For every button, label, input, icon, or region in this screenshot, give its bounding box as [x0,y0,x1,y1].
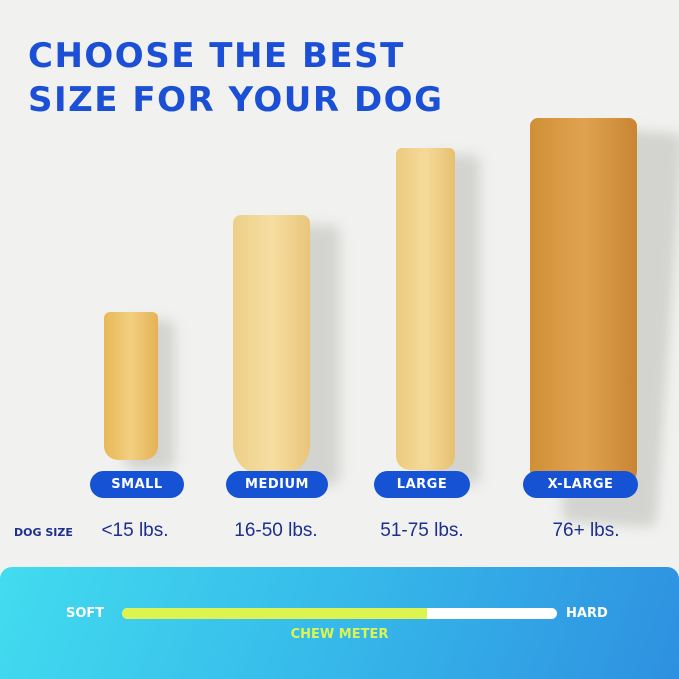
weight-xlarge: 76+ lbs. [552,520,620,541]
page-title: CHOOSE THE BEST SIZE FOR YOUR DOG [28,34,443,122]
size-badge-small: SMALL [90,471,184,498]
title-line-1: CHOOSE THE BEST [28,36,405,76]
soft-label: SOFT [66,606,105,621]
weight-small: <15 lbs. [101,520,169,541]
title-line-2: SIZE FOR YOUR DOG [28,80,444,120]
weight-large: 51-75 lbs. [380,520,464,541]
dog-size-label: DOG SIZE [14,526,73,539]
size-badge-large: LARGE [374,471,470,498]
medium-chew-image [233,215,310,475]
weight-medium: 16-50 lbs. [234,520,318,541]
chew-meter-bar [122,608,557,619]
hard-label: HARD [566,606,608,621]
size-badge-xlarge: X-LARGE [523,471,638,498]
small-chew-image [104,312,158,460]
chew-meter-panel: SOFT HARD CHEW METER [0,567,679,679]
chew-meter-label: CHEW METER [290,627,389,642]
size-badge-medium: MEDIUM [226,471,328,498]
chew-meter-fill [122,608,427,619]
large-chew-image [396,148,455,470]
xlarge-chew-image [530,118,637,490]
